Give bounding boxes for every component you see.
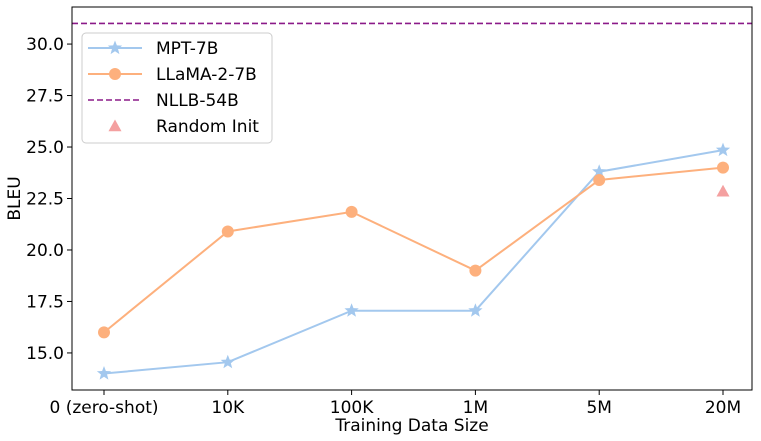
data-point-mpt-7b bbox=[220, 354, 235, 369]
data-point-mpt-7b bbox=[96, 366, 112, 380]
axis-ticks: 15.0 17.5 20.0 22.5 25.0 27.5 30.0 0 (zero-shot… bbox=[26, 35, 741, 418]
x-axis-label: Training Data Size bbox=[334, 416, 488, 436]
data-point-mpt-7b bbox=[592, 164, 607, 178]
x-tick-label: 100K bbox=[330, 398, 374, 418]
legend-label: NLLB-54B bbox=[156, 91, 239, 111]
y-tick-label: 20.0 bbox=[26, 241, 64, 261]
x-tick-label: 1M bbox=[463, 398, 488, 418]
data-point-llama-2-7b bbox=[469, 264, 482, 277]
x-tick-label: 5M bbox=[586, 398, 611, 418]
y-axis-label: BLEU bbox=[5, 176, 25, 220]
legend-label: LLaMA-2-7B bbox=[156, 65, 257, 85]
y-tick-label: 22.5 bbox=[26, 190, 64, 210]
y-tick-label: 27.5 bbox=[26, 87, 64, 107]
data-point-mpt-7b bbox=[468, 303, 483, 317]
legend: MPT-7B LLaMA-2-7B NLLB-54B Random Init bbox=[81, 32, 273, 144]
x-tick-label: 20M bbox=[705, 398, 741, 418]
data-point-llama-2-7b bbox=[98, 326, 110, 339]
legend-label: Random Init bbox=[156, 117, 259, 137]
legend-marker-mpt-7b bbox=[107, 40, 123, 55]
data-point-mpt-7b bbox=[715, 142, 731, 157]
series-line-llama-2-7b bbox=[103, 166, 724, 334]
data-point-random-init bbox=[716, 184, 730, 197]
y-tick-label: 15.0 bbox=[26, 344, 64, 364]
legend-marker-random-init bbox=[108, 119, 122, 132]
legend-box bbox=[81, 32, 273, 144]
x-tick-label: 10K bbox=[211, 398, 245, 418]
y-tick-label: 17.5 bbox=[26, 292, 64, 312]
data-point-llama-2-7b bbox=[593, 173, 606, 186]
legend-label: MPT-7B bbox=[156, 39, 218, 59]
y-tick-label: 25.0 bbox=[26, 138, 64, 158]
data-point-mpt-7b bbox=[344, 303, 359, 317]
chart-marks bbox=[72, 22, 752, 380]
x-tick-label: 0 (zero-shot) bbox=[49, 398, 158, 418]
series-line-mpt-7b bbox=[103, 149, 724, 375]
data-point-llama-2-7b bbox=[345, 205, 358, 218]
data-point-llama-2-7b bbox=[221, 225, 234, 238]
y-tick-label: 30.0 bbox=[26, 35, 64, 55]
legend-marker-llama-2-7b bbox=[109, 68, 121, 80]
data-point-llama-2-7b bbox=[717, 161, 729, 174]
